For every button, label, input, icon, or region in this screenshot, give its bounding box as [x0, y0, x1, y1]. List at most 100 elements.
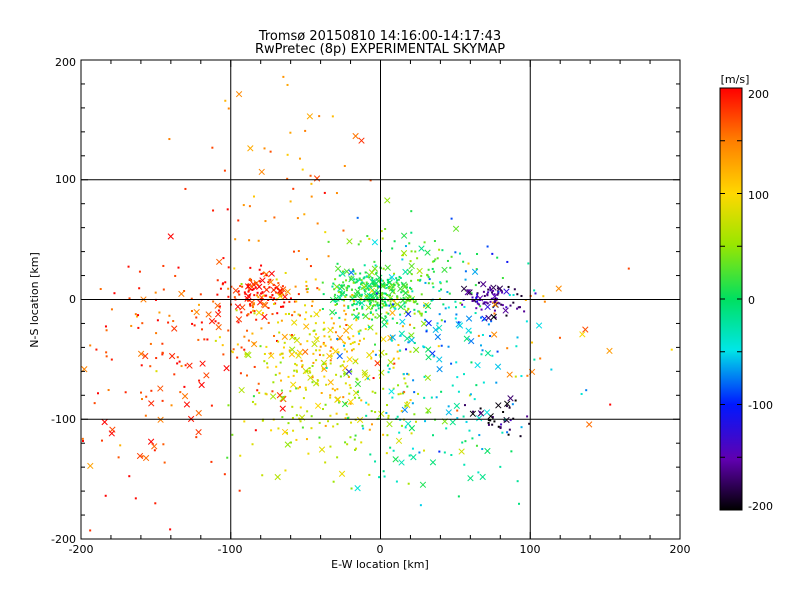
data-point-dot	[372, 283, 375, 286]
data-point-dot	[388, 367, 391, 370]
data-point-dot	[407, 307, 410, 310]
data-point-dot	[464, 278, 467, 281]
data-point-dot	[195, 436, 198, 439]
data-point-dot	[433, 260, 436, 263]
data-point-dot	[476, 302, 479, 305]
data-point-dot	[318, 288, 321, 291]
data-point-cross	[476, 295, 484, 302]
data-point-dot	[341, 270, 344, 273]
data-point-dot	[383, 284, 386, 287]
data-point-cross	[395, 437, 403, 445]
data-point-dot	[388, 294, 391, 297]
data-point-dot	[324, 344, 327, 347]
data-point-dot	[500, 423, 503, 426]
data-point-cross	[195, 428, 202, 436]
data-point-dot	[257, 382, 260, 385]
data-point-dot	[408, 323, 411, 326]
data-point-dot	[385, 411, 388, 414]
data-point-dot	[496, 293, 499, 296]
data-point-dot	[314, 322, 317, 325]
data-point-dot	[491, 291, 494, 294]
data-point-dot	[370, 307, 373, 310]
data-point-dot	[358, 294, 361, 297]
data-point-dot	[409, 260, 412, 263]
data-point-dot	[348, 337, 351, 340]
x-tick-label: -100	[218, 543, 243, 556]
data-point-dot	[386, 364, 389, 367]
data-point-cross	[412, 346, 420, 354]
data-point-dot	[417, 310, 420, 313]
data-point-dot	[330, 317, 333, 320]
data-point-dot	[423, 375, 426, 378]
data-point-dot	[431, 260, 434, 263]
data-point-dot	[533, 289, 536, 292]
data-point-dot	[384, 292, 387, 295]
data-point-cross	[195, 409, 202, 417]
data-point-cross	[388, 274, 396, 281]
data-point-dot	[407, 373, 410, 376]
data-point-dot	[424, 318, 427, 321]
data-point-dot	[345, 413, 348, 416]
data-point-dot	[279, 353, 282, 356]
data-point-dot	[358, 277, 361, 280]
data-point-dot	[489, 300, 492, 303]
x-tick-labels: -200 -100 0 100 200	[69, 543, 691, 556]
data-point-cross	[306, 113, 314, 120]
data-point-dot	[298, 157, 301, 160]
data-point-dot	[347, 284, 350, 287]
data-point-dot	[487, 418, 490, 421]
data-point-dot	[355, 447, 358, 450]
data-point-dot	[352, 335, 355, 338]
data-point-dot	[248, 278, 251, 281]
data-point-dot	[357, 312, 360, 315]
data-point-dot	[389, 446, 392, 449]
data-point-dot	[313, 329, 316, 332]
data-point-dot	[404, 404, 407, 407]
data-point-dot	[512, 293, 515, 296]
data-point-dot	[439, 297, 442, 300]
data-point-dot	[401, 258, 404, 261]
data-point-dot	[514, 375, 517, 378]
data-point-dot	[110, 308, 113, 311]
data-point-dot	[520, 294, 523, 297]
data-point-dot	[405, 348, 408, 351]
data-point-dot	[141, 455, 144, 458]
data-point-dot	[343, 304, 346, 307]
data-point-dot	[427, 282, 430, 285]
data-point-dot	[265, 345, 268, 348]
data-point-cross	[503, 288, 510, 295]
data-point-cross	[295, 352, 302, 359]
data-point-dot	[371, 299, 374, 302]
data-point-dot	[369, 453, 372, 456]
data-point-dot	[511, 403, 514, 406]
data-point-dot	[273, 216, 276, 219]
data-point-dot	[329, 394, 332, 397]
data-point-dot	[305, 311, 308, 314]
data-point-cross	[284, 288, 291, 295]
data-point-dot	[376, 286, 379, 289]
data-point-dot	[487, 421, 490, 424]
data-point-dot	[322, 328, 325, 331]
data-point-dot	[407, 341, 410, 344]
data-point-cross	[468, 337, 475, 345]
data-point-dot	[134, 313, 137, 316]
data-point-dot	[515, 345, 518, 348]
data-point-dot	[419, 312, 422, 315]
data-point-dot	[286, 153, 289, 156]
data-point-dot	[455, 361, 458, 364]
data-point-dot	[304, 386, 307, 389]
data-point-dot	[432, 286, 435, 289]
data-point-dot	[251, 332, 254, 335]
data-point-dot	[223, 169, 226, 172]
data-point-dot	[473, 299, 476, 302]
data-point-dot	[308, 370, 311, 373]
data-point-dot	[481, 349, 484, 352]
data-point-dot	[371, 390, 374, 393]
data-point-dot	[512, 301, 515, 304]
data-point-dot	[413, 341, 416, 344]
data-point-dot	[523, 310, 526, 313]
data-point-dot	[397, 357, 400, 360]
data-point-dot	[163, 461, 166, 464]
data-point-dot	[477, 334, 480, 337]
data-point-dot	[376, 301, 379, 304]
